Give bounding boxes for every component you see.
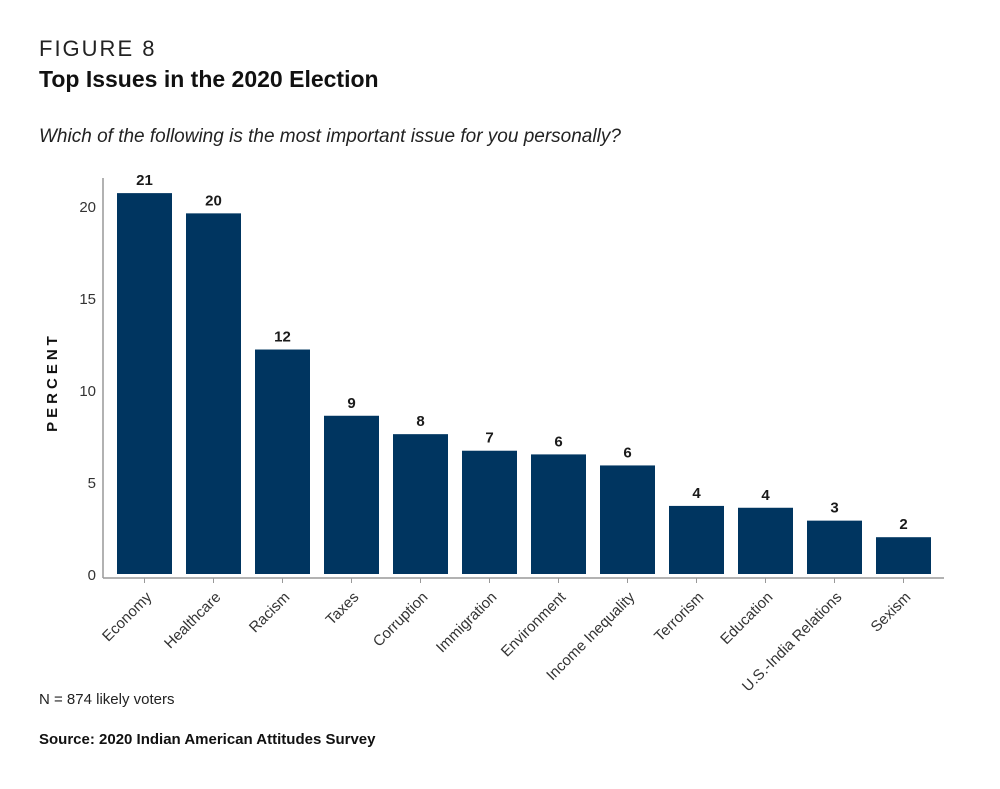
y-tick-label: 15 (79, 291, 96, 308)
y-tick-label: 10 (79, 383, 96, 400)
data-labels: 21 20 12 9 8 7 6 6 4 4 3 2 (136, 172, 908, 533)
x-category-label: Immigration (433, 589, 500, 656)
bar (531, 454, 586, 574)
bar (393, 434, 448, 574)
bars (117, 193, 931, 575)
bar (600, 465, 655, 574)
y-tick-label: 5 (88, 475, 96, 492)
data-label: 20 (205, 192, 222, 209)
bar (876, 537, 931, 574)
data-label: 2 (899, 516, 907, 533)
x-category-label: Taxes (323, 589, 363, 629)
y-axis-label: PERCENT (44, 332, 61, 432)
x-category-label: Healthcare (161, 589, 224, 652)
y-tick-label: 20 (79, 199, 96, 216)
data-label: 6 (554, 433, 562, 450)
x-category-label: Sexism (868, 589, 915, 636)
x-category-label: Economy (99, 588, 156, 645)
bar (186, 213, 241, 575)
y-tick-label: 0 (88, 567, 96, 584)
bar (255, 349, 310, 574)
bar (117, 193, 172, 574)
bar (324, 415, 379, 574)
data-label: 12 (274, 329, 291, 346)
bar (807, 520, 862, 574)
figure-label: FIGURE 8 (39, 36, 157, 61)
data-label: 7 (485, 430, 493, 447)
x-category-label: Terrorism (651, 589, 707, 645)
data-label: 4 (692, 485, 701, 502)
data-label: 9 (347, 395, 355, 412)
x-axis-labels: Economy Healthcare Racism Taxes Corruption Im… (99, 578, 914, 695)
chart-subtitle: Which of the following is the most impor… (39, 126, 621, 147)
x-category-label: Racism (246, 589, 293, 636)
x-category-label: Corruption (370, 589, 432, 651)
bar (669, 505, 724, 574)
data-label: 6 (623, 444, 631, 461)
data-label: 4 (761, 487, 770, 504)
y-axis-ticks: 0 5 10 15 20 (79, 199, 96, 584)
bar (738, 507, 793, 574)
bar (462, 450, 517, 574)
x-category-label: Environment (498, 588, 570, 660)
sample-note: N = 874 likely voters (39, 691, 175, 708)
x-category-label: Education (717, 589, 776, 648)
data-label: 21 (136, 172, 153, 189)
source-note: Source: 2020 Indian American Attitudes S… (39, 731, 376, 748)
data-label: 3 (830, 500, 838, 517)
data-label: 8 (416, 413, 424, 430)
chart-title: Top Issues in the 2020 Election (39, 66, 379, 92)
